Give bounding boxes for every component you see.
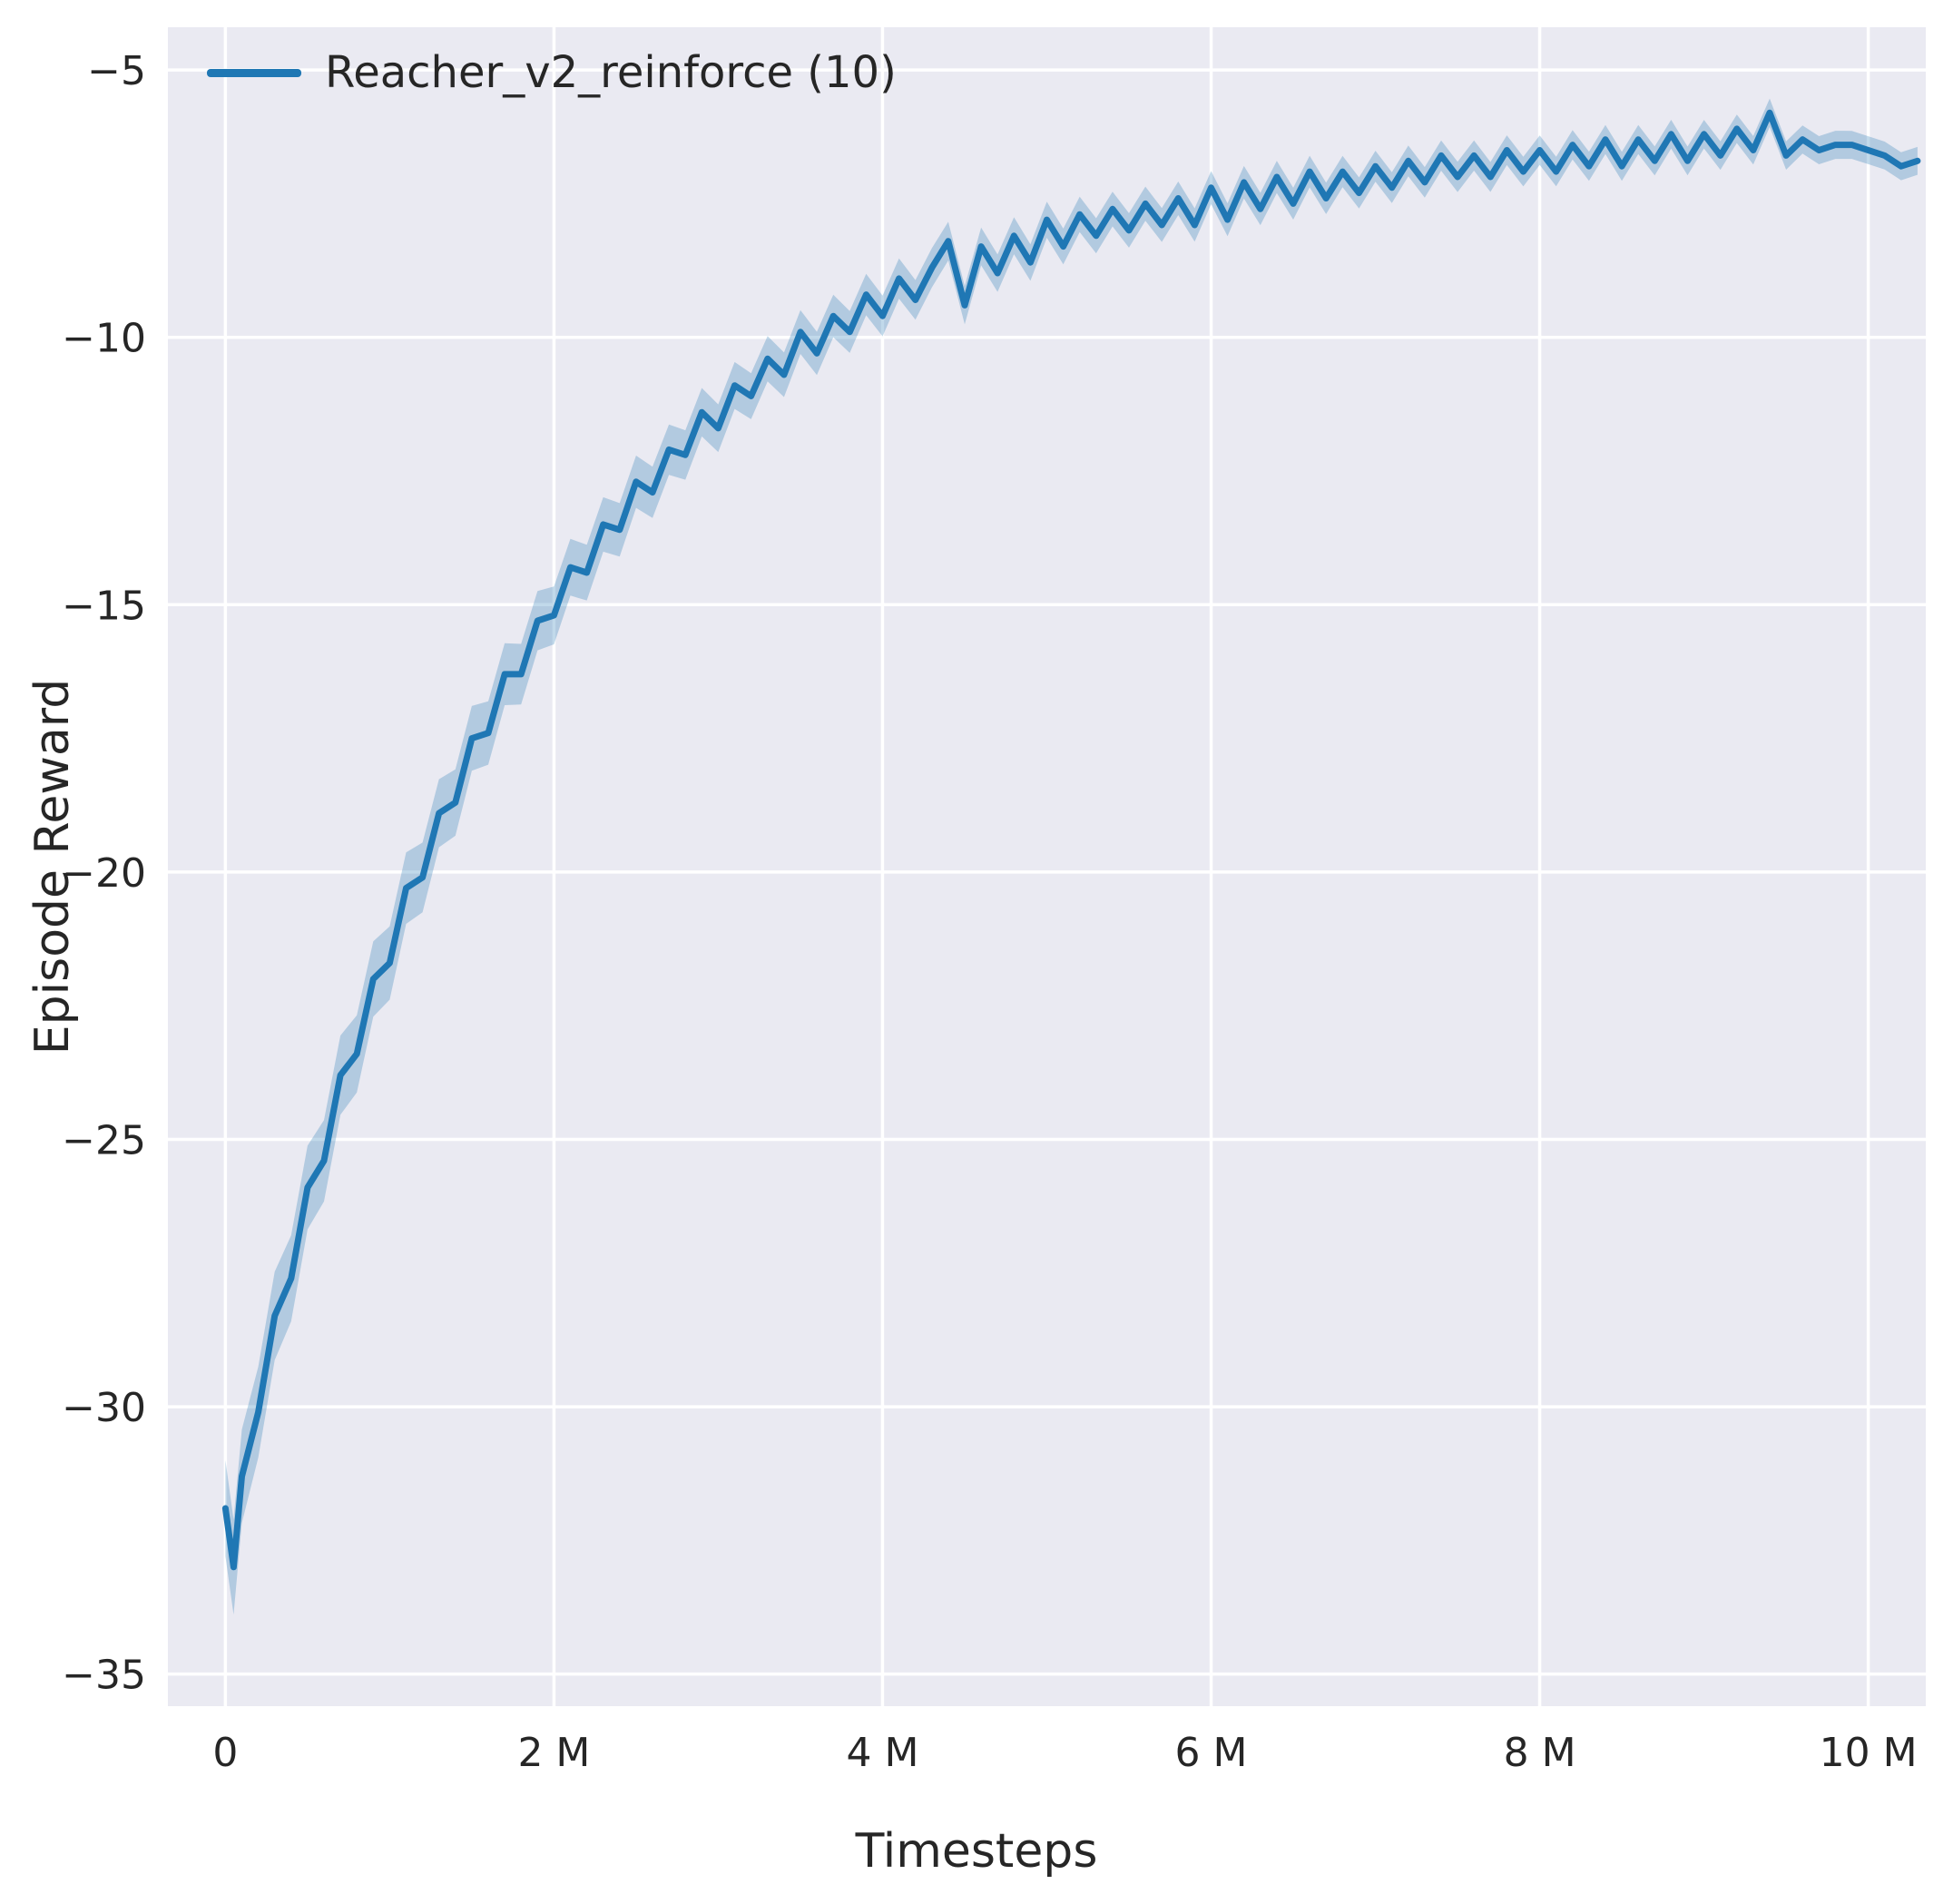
legend-line-swatch (207, 68, 301, 77)
x-tick-label: 8 M (1504, 1730, 1576, 1776)
y-tick-label: −25 (62, 1117, 146, 1163)
y-tick-label: −35 (62, 1653, 146, 1699)
y-axis-label: Episode Reward (25, 678, 80, 1055)
legend-label: Reacher_v2_reinforce (10) (325, 47, 897, 98)
y-tick-label: −5 (87, 48, 146, 94)
confidence-band (225, 98, 1918, 1615)
legend: Reacher_v2_reinforce (10) (207, 47, 897, 98)
y-tick-label: −10 (62, 316, 146, 362)
y-tick-label: −15 (62, 583, 146, 629)
plot-background (168, 27, 1926, 1706)
x-tick-label: 4 M (846, 1730, 918, 1776)
x-tick-label: 6 M (1175, 1730, 1248, 1776)
y-tick-label: −20 (62, 850, 146, 897)
x-tick-label: 2 M (517, 1730, 590, 1776)
x-tick-label: 10 M (1820, 1730, 1918, 1776)
y-tick-label: −30 (62, 1385, 146, 1431)
x-tick-label: 0 (212, 1730, 238, 1776)
reward-line (221, 109, 1921, 1571)
x-axis-label: Timesteps (855, 1824, 1098, 1879)
